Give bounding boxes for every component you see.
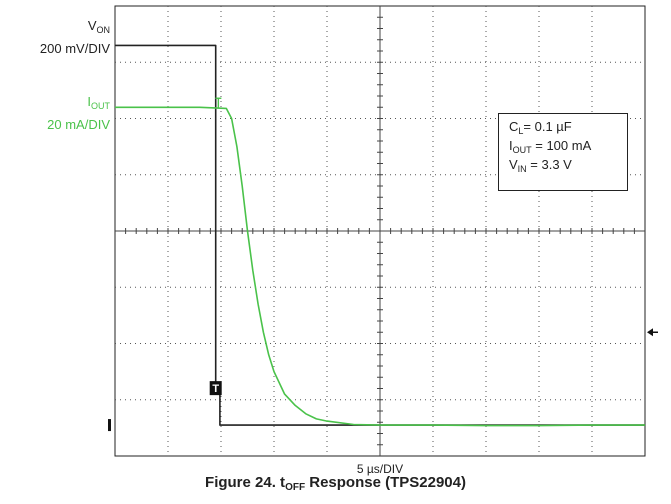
annotation-line: VIN = 3.3 V [509,157,572,174]
trigger-marker-icon [209,381,222,396]
annotation-line: IOUT = 100 mA [509,138,592,155]
x-axis-label: 5 µs/DIV [356,462,404,476]
figure-caption: Figure 24. tOFF Response (TPS22904) [205,474,466,493]
trigger-level-arrow-icon [647,328,653,337]
trace-iout [115,106,645,427]
grid [114,5,646,457]
conditions-box: CL= 0.1 µF IOUT = 100 mA VIN = 3.3 V [498,113,628,191]
markers: T [108,97,658,432]
annotation-line: CL= 0.1 µF [509,119,572,136]
trigger-marker-label: T [212,383,219,395]
iout-channel-label: IOUT [87,94,110,111]
iout-scale-label: 20 mA/DIV [47,117,110,132]
von-scale-label: 200 mV/DIV [39,41,110,56]
von-channel-label: VON [87,18,110,35]
ground-reference-icon [108,419,111,432]
